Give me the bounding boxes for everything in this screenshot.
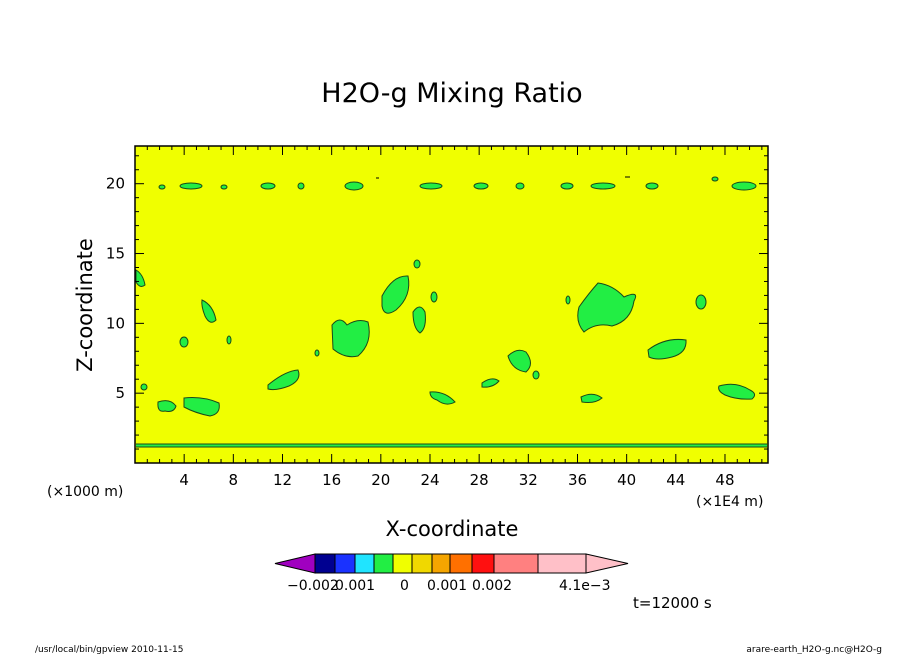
anomaly-region (580, 393, 603, 403)
colorbar-labels: −0.002 0.001 0 0.001 0.002 4.1e−3 (287, 578, 611, 594)
x-tick-label: 36 (568, 471, 587, 489)
anomaly-region (429, 391, 456, 405)
plot-frame (134, 145, 769, 464)
anomaly-region (226, 335, 232, 345)
colorbar-segment (314, 553, 336, 574)
anomaly-region (140, 383, 148, 391)
anomaly-region (695, 294, 707, 310)
anomaly-region (260, 182, 276, 190)
anomaly-region (711, 176, 719, 182)
bottom-layer-band (136, 444, 767, 447)
x-unit-left: (×1000 m) (47, 484, 123, 500)
anomaly-region (412, 306, 426, 334)
colorbar-segment (493, 553, 539, 574)
colorbar-segment (334, 553, 356, 574)
colorbar-segment (373, 553, 394, 574)
anomaly-region (267, 369, 300, 391)
anomaly-region (481, 378, 500, 388)
x-tick-label: 20 (371, 471, 390, 489)
x-axis-label: X-coordinate (386, 517, 519, 541)
anomaly-region (331, 319, 370, 358)
colorbar-under-triangle (274, 553, 316, 574)
anomaly-region (577, 282, 637, 333)
x-tick-label: 12 (273, 471, 292, 489)
x-tick-label: 8 (229, 471, 239, 489)
x-tick-label: 28 (470, 471, 489, 489)
chart-title: H2O-g Mixing Ratio (321, 78, 582, 109)
footer-left: /usr/local/bin/gpview 2010-11-15 (35, 645, 183, 654)
anomaly-region (430, 291, 438, 303)
anomaly-region (718, 383, 756, 400)
x-tick-label: 32 (519, 471, 538, 489)
y-axis-label: Z-coordinate (73, 238, 97, 372)
anomaly-region (201, 299, 217, 323)
time-label: t=12000 s (633, 594, 712, 612)
colorbar-label: 0.002 (472, 578, 512, 594)
anomaly-region (647, 339, 687, 360)
x-tick-label: 24 (420, 471, 439, 489)
y-tick-label: 15 (106, 245, 125, 263)
anomaly-region (220, 184, 228, 190)
colorbar-segment (449, 553, 473, 574)
plot-background (135, 146, 768, 463)
anomaly-region (731, 181, 757, 191)
anomaly-region (560, 182, 574, 190)
x-tick-label: 40 (617, 471, 636, 489)
colorbar-label: 0.001 (335, 578, 375, 594)
anomaly-region (179, 336, 189, 348)
x-tick-label: 44 (666, 471, 685, 489)
anomaly-region (157, 400, 177, 412)
anomaly-region (473, 182, 489, 190)
contour-regions (135, 176, 757, 417)
x-unit-right: (×1E4 m) (696, 494, 763, 510)
colorbar-label: −0.002 (287, 578, 339, 594)
anomaly-region (314, 349, 320, 357)
colorbar-over-triangle (585, 553, 629, 574)
anomaly-region (381, 275, 410, 314)
colorbar-label: 0.001 (427, 578, 467, 594)
x-tick-label: 4 (179, 471, 189, 489)
anomaly-region (158, 184, 166, 190)
colorbar-segment (431, 553, 451, 574)
colorbar-segment (411, 553, 433, 574)
anomaly-region (590, 182, 616, 190)
anomaly-region (413, 259, 421, 269)
x-tick-label: 48 (715, 471, 734, 489)
y-tick-label: 20 (106, 175, 125, 193)
colorbar-label: 0 (400, 578, 409, 594)
anomaly-region (419, 182, 443, 190)
colorbar (274, 553, 629, 574)
anomaly-region (515, 182, 525, 190)
anomaly-region (297, 182, 305, 190)
colorbar-segment (354, 553, 375, 574)
anomaly-region (183, 397, 220, 417)
footer-right: arare-earth_H2O-g.nc@H2O-g (746, 645, 882, 654)
colorbar-label: 4.1e−3 (559, 578, 611, 594)
x-tick-label: 16 (322, 471, 341, 489)
y-tick-label: 10 (106, 314, 125, 332)
anomaly-region (507, 349, 531, 373)
anomaly-region (532, 370, 540, 380)
colorbar-segment (537, 553, 587, 574)
colorbar-segment (471, 553, 495, 574)
anomaly-region (344, 181, 364, 191)
colorbar-segment (392, 553, 413, 574)
anomaly-region (179, 182, 203, 190)
anomaly-region (565, 295, 571, 305)
anomaly-region (645, 182, 659, 190)
anomaly-region (135, 269, 146, 287)
y-tick-label: 5 (115, 384, 125, 402)
